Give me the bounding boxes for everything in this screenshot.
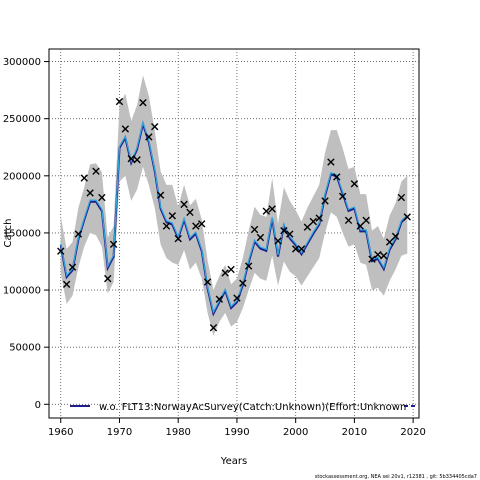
data-point (92, 167, 100, 175)
data-point (280, 226, 288, 235)
data-point (239, 279, 247, 287)
x-tick-label: 1970 (107, 427, 132, 438)
footer-credit: stockassessment.org, NEA sei 20v1, r1238… (315, 474, 477, 480)
x-tick-label: 2020 (400, 427, 425, 438)
data-point (274, 237, 282, 245)
data-point (221, 269, 229, 277)
data-point (233, 294, 241, 302)
data-point (403, 213, 411, 221)
data-point (291, 245, 300, 253)
data-point (333, 173, 341, 181)
data-point (368, 255, 376, 263)
data-point (198, 220, 206, 228)
data-point (297, 245, 306, 253)
data-point (192, 222, 200, 230)
x-tick-label: 2000 (283, 427, 308, 438)
data-point (57, 247, 65, 255)
data-point (156, 191, 165, 199)
data-point (62, 280, 71, 289)
data-point (209, 324, 218, 332)
x-axis: 1960 1970 1980 1990 2000 2010 2020 (48, 418, 426, 438)
data-point (162, 222, 171, 230)
data-point (380, 252, 388, 260)
x-tick-label: 1960 (48, 427, 73, 438)
legend-label: w.o. FLT13:NorwayAcSurvey(Catch:Unknown)… (99, 402, 406, 413)
data-point (356, 222, 364, 230)
y-tick-label: 150000 (3, 228, 41, 239)
y-axis: 0 50000 100000 150000 200000 250000 300000 (3, 57, 49, 411)
x-axis-title: Years (220, 456, 247, 467)
data-point (139, 98, 147, 107)
y-tick-label: 250000 (3, 114, 41, 125)
y-tick-label: 200000 (3, 171, 41, 182)
data-point (385, 238, 394, 246)
data-point (321, 197, 329, 205)
data-point (74, 230, 83, 238)
data-point (115, 97, 124, 106)
data-point (168, 212, 177, 220)
fit-lines (59, 120, 408, 317)
y-tick-label: 50000 (9, 343, 41, 354)
data-point (303, 223, 312, 231)
data-point (327, 158, 335, 166)
x-tick-label: 1990 (224, 427, 249, 438)
data-point (362, 216, 370, 225)
data-point (109, 240, 118, 249)
data-point (256, 233, 265, 242)
data-point (227, 265, 235, 274)
data-point (104, 274, 112, 283)
fit-line-light (60, 120, 408, 314)
data-point (374, 250, 382, 259)
data-point (151, 122, 159, 131)
observed-points (57, 97, 411, 332)
data-point (145, 133, 153, 141)
data-point (121, 125, 130, 133)
data-point (262, 207, 270, 215)
data-point (133, 156, 141, 164)
data-point (203, 278, 212, 286)
y-axis-title: Catch (3, 219, 14, 248)
data-point (86, 189, 94, 197)
data-point (315, 214, 323, 222)
data-point (180, 200, 188, 209)
x-tick-label: 1980 (165, 427, 190, 438)
data-point (127, 154, 135, 163)
y-tick-label: 300000 (3, 57, 41, 68)
data-point (250, 225, 259, 234)
data-point (174, 234, 182, 243)
data-point (397, 193, 406, 202)
x-tick-label: 2010 (342, 427, 367, 438)
data-point (338, 192, 347, 201)
data-point (215, 295, 224, 303)
data-point (268, 205, 276, 213)
legend: w.o. FLT13:NorwayAcSurvey(Catch:Unknown)… (70, 402, 418, 413)
data-point (98, 193, 106, 202)
y-tick-label: 100000 (3, 286, 41, 297)
data-point (244, 262, 253, 270)
data-point (350, 180, 359, 188)
data-point (309, 217, 317, 226)
data-point (391, 232, 400, 241)
data-point (68, 263, 77, 271)
data-point (344, 216, 353, 225)
y-tick-label: 0 (35, 400, 41, 411)
data-point (186, 208, 194, 217)
data-point (286, 230, 294, 238)
data-point (80, 174, 88, 182)
